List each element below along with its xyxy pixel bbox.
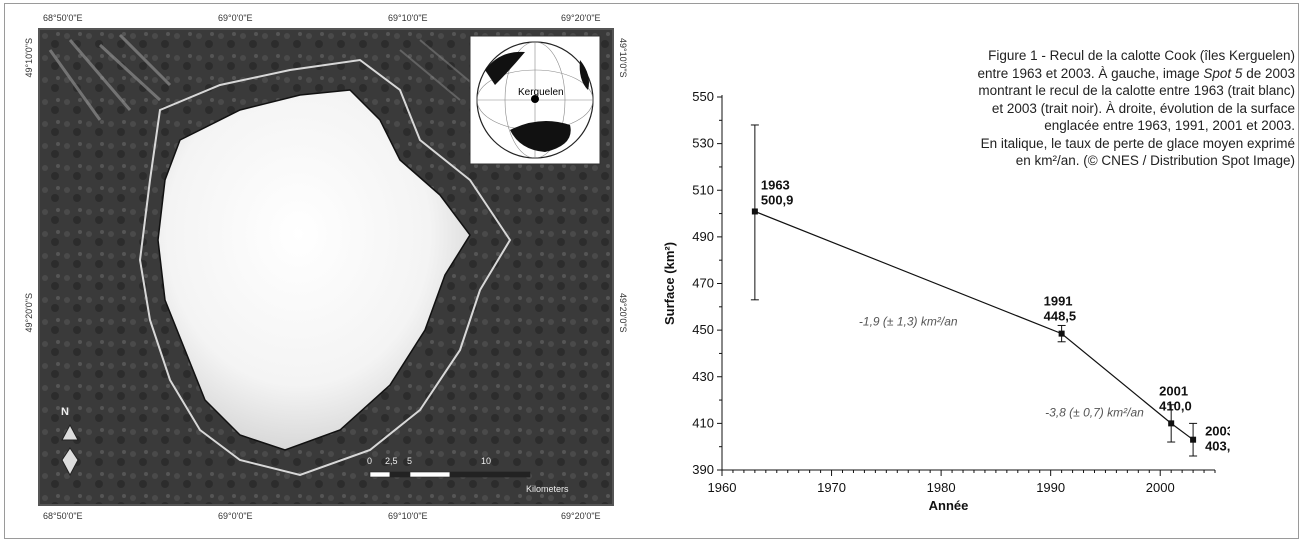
coord-top-1: 68°50'0"E <box>43 13 83 23</box>
y-tick-label: 430 <box>692 369 714 384</box>
surface-line <box>754 210 1194 441</box>
coord-bottom-1: 68°50'0"E <box>43 511 83 521</box>
scale-tick-1: 2,5 <box>385 456 398 466</box>
rate-annotation: -1,9 (± 1,3) km²/an <box>859 314 958 328</box>
caption-line-2-end: de 2003 <box>1242 65 1295 81</box>
scale-tick-2: 5 <box>407 456 413 466</box>
point-label-year: 2003 <box>1205 424 1230 439</box>
coord-top-2: 69°0'0"E <box>218 13 253 23</box>
data-point <box>751 208 758 215</box>
rate-annotation: -3,8 (± 0,7) km²/an <box>1045 405 1144 419</box>
coord-left-2: 49°20'0"S <box>24 293 34 333</box>
coord-bottom-4: 69°20'0"E <box>561 511 601 521</box>
caption-line-6: En italique, le taux de perte de glace m… <box>980 135 1295 151</box>
scale-tick-0: 0 <box>367 456 373 466</box>
y-tick-label: 510 <box>692 182 714 197</box>
y-tick-label: 450 <box>692 322 714 337</box>
coord-top-4: 69°20'0"E <box>561 13 601 23</box>
coord-left-1: 49°10'0"S <box>24 38 34 78</box>
coord-top-3: 69°10'0"E <box>388 13 428 23</box>
y-tick-label: 490 <box>692 229 714 244</box>
caption-line-2-start: entre 1963 et 2003. À gauche, image <box>977 65 1204 81</box>
point-label-value: 410,0 <box>1159 398 1192 413</box>
caption-line-2-italic: Spot 5 <box>1203 65 1243 81</box>
inset-label: Kerguelen <box>518 87 564 98</box>
caption-line-3: montrant le recul de la calotte entre 19… <box>978 83 1295 98</box>
satellite-image-svg <box>40 30 612 504</box>
coord-bottom-3: 69°10'0"E <box>388 511 428 521</box>
x-axis-title: Année <box>929 498 969 513</box>
point-label-year: 2001 <box>1159 383 1188 398</box>
y-tick-label: 470 <box>692 276 714 291</box>
caption-line-2: entre 1963 et 2003. À gauche, image Spot… <box>830 65 1295 83</box>
y-tick-label: 390 <box>692 462 714 477</box>
north-letter: N <box>61 406 69 418</box>
data-point <box>1190 436 1197 443</box>
point-label-value: 500,9 <box>761 192 794 207</box>
figure-caption: Figure 1 - Recul de la calotte Cook (île… <box>830 47 1295 170</box>
satellite-image <box>38 28 614 506</box>
y-tick-label: 550 <box>692 89 714 104</box>
point-label-year: 1963 <box>761 177 790 192</box>
x-tick-label: 1980 <box>927 480 956 495</box>
y-tick-label: 410 <box>692 415 714 430</box>
coord-right-1: 49°10'0"S <box>618 38 628 78</box>
x-tick-label: 1970 <box>817 480 846 495</box>
caption-line-7: en km²/an. (© CNES / Distribution Spot I… <box>1015 153 1295 168</box>
scale-tick-3: 10 <box>481 456 492 466</box>
y-tick-label: 530 <box>692 136 714 151</box>
satellite-map-panel: 68°50'0"E 69°0'0"E 69°10'0"E 69°20'0"E 6… <box>8 8 648 536</box>
point-label-year: 1991 <box>1044 294 1073 309</box>
surface-chart: 390 410 430 450 470 490 510 530 550 1960 1970 1980 1… <box>662 89 1230 513</box>
caption-line-4: et 2003 (trait noir). À droite, évolutio… <box>991 100 1295 116</box>
point-label-value: 448,5 <box>1044 309 1077 324</box>
scale-unit: Kilometers <box>526 484 569 494</box>
x-tick-label: 1960 <box>708 480 737 495</box>
data-point <box>1168 420 1175 427</box>
x-tick-label: 2000 <box>1146 480 1175 495</box>
caption-line-5: englacée entre 1963, 1991, 2001 et 2003. <box>1044 118 1295 133</box>
y-axis-title: Surface (km²) <box>662 242 677 325</box>
point-label-value: 403,0 <box>1205 439 1230 454</box>
coord-bottom-2: 69°0'0"E <box>218 511 253 521</box>
data-point <box>1058 330 1065 337</box>
coord-right-2: 49°20'0"S <box>618 293 628 333</box>
caption-line-1: Figure 1 - Recul de la calotte Cook (île… <box>988 48 1295 63</box>
x-tick-label: 1990 <box>1036 480 1065 495</box>
